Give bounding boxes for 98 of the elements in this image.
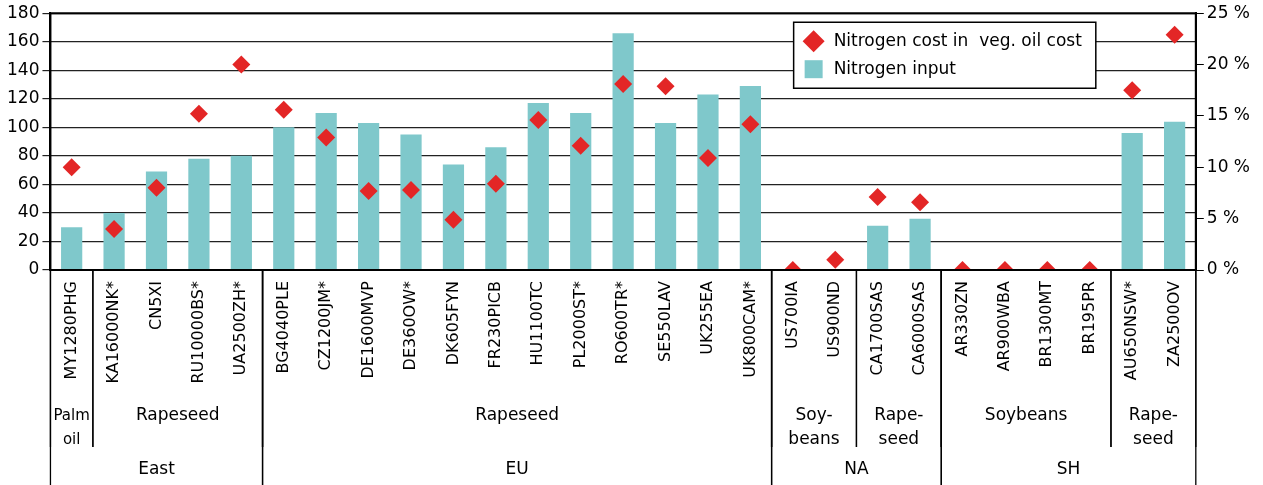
y2-tick-label: 15 % — [1206, 104, 1251, 125]
point — [232, 55, 251, 74]
bar — [570, 113, 592, 270]
point — [444, 210, 463, 229]
x-tick-label: DE1600MVP — [357, 280, 377, 379]
text: Soy-beans — [788, 404, 840, 449]
x-tick-label: DK605FYN — [442, 281, 462, 366]
y-tick-label: 120 — [6, 87, 40, 108]
point — [911, 193, 930, 212]
point — [317, 128, 336, 147]
text: Soybeans — [984, 404, 1068, 425]
bar — [1163, 121, 1186, 270]
point — [826, 250, 845, 269]
x-tick-label: AR330ZN — [951, 281, 971, 357]
legend-label: Nitrogen input — [833, 57, 957, 78]
bar — [1121, 133, 1143, 270]
x-tick-label: RO600TR* — [612, 281, 632, 365]
bar — [485, 147, 507, 270]
x-tick-label: MY1280PHG — [60, 281, 80, 380]
text: Palm oil — [53, 405, 90, 448]
text: SH — [1056, 458, 1081, 479]
point — [571, 136, 590, 155]
y-tick-label: 180 — [6, 1, 40, 22]
point — [359, 181, 378, 200]
bar — [315, 113, 337, 270]
x-tick-label: DE360OW* — [400, 281, 420, 371]
y-tick-label: 0 — [28, 258, 40, 279]
y2-tick-label: 10 % — [1206, 155, 1251, 176]
point — [614, 75, 633, 94]
bar — [867, 225, 889, 270]
text: NA — [844, 458, 869, 479]
y2-tick-label: 5 % — [1206, 207, 1240, 228]
x-tick-label: UK800CAM* — [739, 281, 759, 378]
x-tick-label: US900ND — [824, 281, 844, 358]
x-tick-label: UA2500ZH* — [230, 281, 250, 376]
x-tick-label: AU650NSW* — [1121, 281, 1141, 381]
point — [1123, 81, 1142, 100]
y-tick-label: 20 — [17, 229, 40, 250]
x-tick-label: CZ1200JM* — [315, 281, 335, 371]
x-tick-label: US700IA — [781, 280, 801, 350]
point — [698, 149, 717, 168]
bar — [654, 123, 677, 270]
point — [741, 115, 760, 134]
x-tick-label: CN5XI — [145, 281, 165, 330]
bar — [697, 94, 719, 270]
y2-tick-label: 20 % — [1206, 52, 1251, 73]
legend-label: Nitrogen cost in veg. oil cost — [833, 29, 1083, 50]
x-tick-label: RU10000BS* — [188, 281, 208, 384]
point — [105, 219, 124, 238]
bar — [909, 218, 931, 270]
y-tick-label: 80 — [17, 144, 40, 165]
x-tick-label: PL2000ST* — [569, 281, 589, 369]
bar — [442, 164, 465, 270]
point — [868, 188, 887, 207]
y2-tick-label: 0 % — [1206, 258, 1240, 279]
text: Rape-seed — [874, 404, 924, 449]
point — [529, 111, 548, 130]
y-tick-label: 140 — [6, 58, 40, 79]
x-tick-label: BR195PR — [1078, 281, 1098, 355]
bar — [188, 158, 210, 270]
bar — [612, 33, 634, 270]
text: EU — [505, 458, 529, 479]
text: East — [138, 458, 176, 479]
y-tick-label: 40 — [17, 201, 40, 222]
point — [147, 178, 166, 197]
bar — [358, 123, 380, 270]
bar — [145, 171, 168, 270]
point — [189, 104, 208, 123]
x-tick-label: BR1300MT — [1036, 280, 1056, 368]
x-tick-label: BG4040PLE — [272, 281, 292, 374]
x-tick-label: UK255EA — [697, 280, 717, 355]
text: Rapeseed — [475, 404, 559, 425]
bar — [527, 103, 549, 270]
bar — [230, 155, 252, 270]
text: Rapeseed — [135, 404, 220, 425]
x-tick-label: SE550LAV — [654, 280, 674, 362]
point — [62, 158, 81, 177]
x-tick-label: KA16000NK* — [103, 281, 123, 384]
y-tick-label: 60 — [17, 172, 40, 193]
x-tick-label: AR900WBA — [994, 280, 1014, 372]
y-tick-label: 100 — [6, 115, 40, 136]
x-tick-label: CA1700SAS — [866, 281, 886, 376]
text: Rape-seed — [1128, 404, 1179, 449]
bar — [739, 85, 761, 270]
bar — [273, 127, 295, 270]
point — [402, 180, 421, 199]
x-tick-label: FR230PICB — [485, 281, 505, 369]
point — [656, 77, 675, 96]
point — [1165, 25, 1184, 44]
x-tick-label: CA6000SAS — [909, 281, 929, 376]
bar — [400, 134, 422, 270]
point — [486, 174, 505, 193]
x-tick-label: HU1100TC — [527, 281, 547, 366]
point — [274, 100, 293, 119]
x-tick-label: ZA2500OV — [1163, 280, 1183, 367]
y2-tick-label: 25 % — [1206, 1, 1251, 22]
y-tick-label: 160 — [6, 30, 40, 51]
bar — [61, 227, 83, 270]
